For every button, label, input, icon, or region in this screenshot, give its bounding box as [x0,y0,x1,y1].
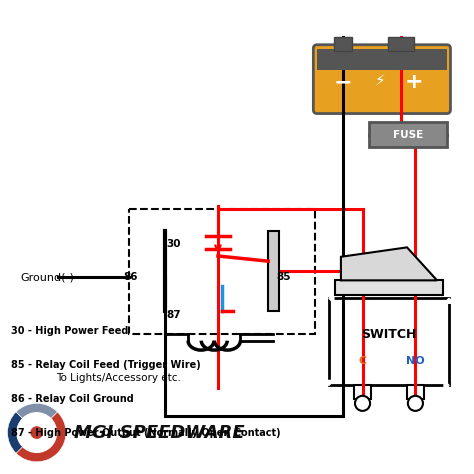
Circle shape [408,396,423,411]
Polygon shape [324,381,334,385]
Bar [317,48,447,70]
Text: C: C [358,356,366,366]
Text: MGI SPEEDWARE: MGI SPEEDWARE [74,424,245,442]
Circle shape [17,413,56,452]
Text: 87 - High Power Output (Normally Open Contact): 87 - High Power Output (Normally Open Co… [11,428,281,438]
Text: 85 - Relay Coil Feed (Trigger Wire): 85 - Relay Coil Feed (Trigger Wire) [11,360,201,370]
Text: FUSE: FUSE [392,129,423,139]
Text: To Lights/Accessory etc.: To Lights/Accessory etc. [55,374,181,383]
Text: 86: 86 [124,272,138,282]
Bar [334,36,353,51]
Circle shape [355,396,370,411]
Wedge shape [16,412,66,462]
Bar [335,280,443,295]
Bar [128,209,315,334]
Bar [369,121,447,147]
Bar [407,385,424,399]
Text: SWITCH: SWITCH [361,328,417,341]
Wedge shape [16,403,57,433]
Text: 30: 30 [166,239,181,249]
Bar [268,231,279,311]
Text: 86 - Relay Coil Ground: 86 - Relay Coil Ground [11,394,134,404]
Text: 30 - High Power Feed: 30 - High Power Feed [11,326,128,336]
Polygon shape [444,381,449,391]
Polygon shape [444,298,454,303]
Text: 85: 85 [277,272,292,282]
Text: +: + [405,72,424,92]
Text: −: − [334,72,352,92]
Text: Ground(-): Ground(-) [20,272,74,282]
Polygon shape [341,247,437,280]
Bar [329,298,449,385]
Text: NO: NO [406,356,425,366]
FancyBboxPatch shape [313,45,450,114]
Bar [354,385,371,399]
Circle shape [31,427,42,438]
Bar [388,36,414,51]
Polygon shape [329,293,334,303]
Text: ⚡: ⚡ [374,73,385,88]
Wedge shape [8,412,36,453]
Text: 87: 87 [166,310,181,320]
